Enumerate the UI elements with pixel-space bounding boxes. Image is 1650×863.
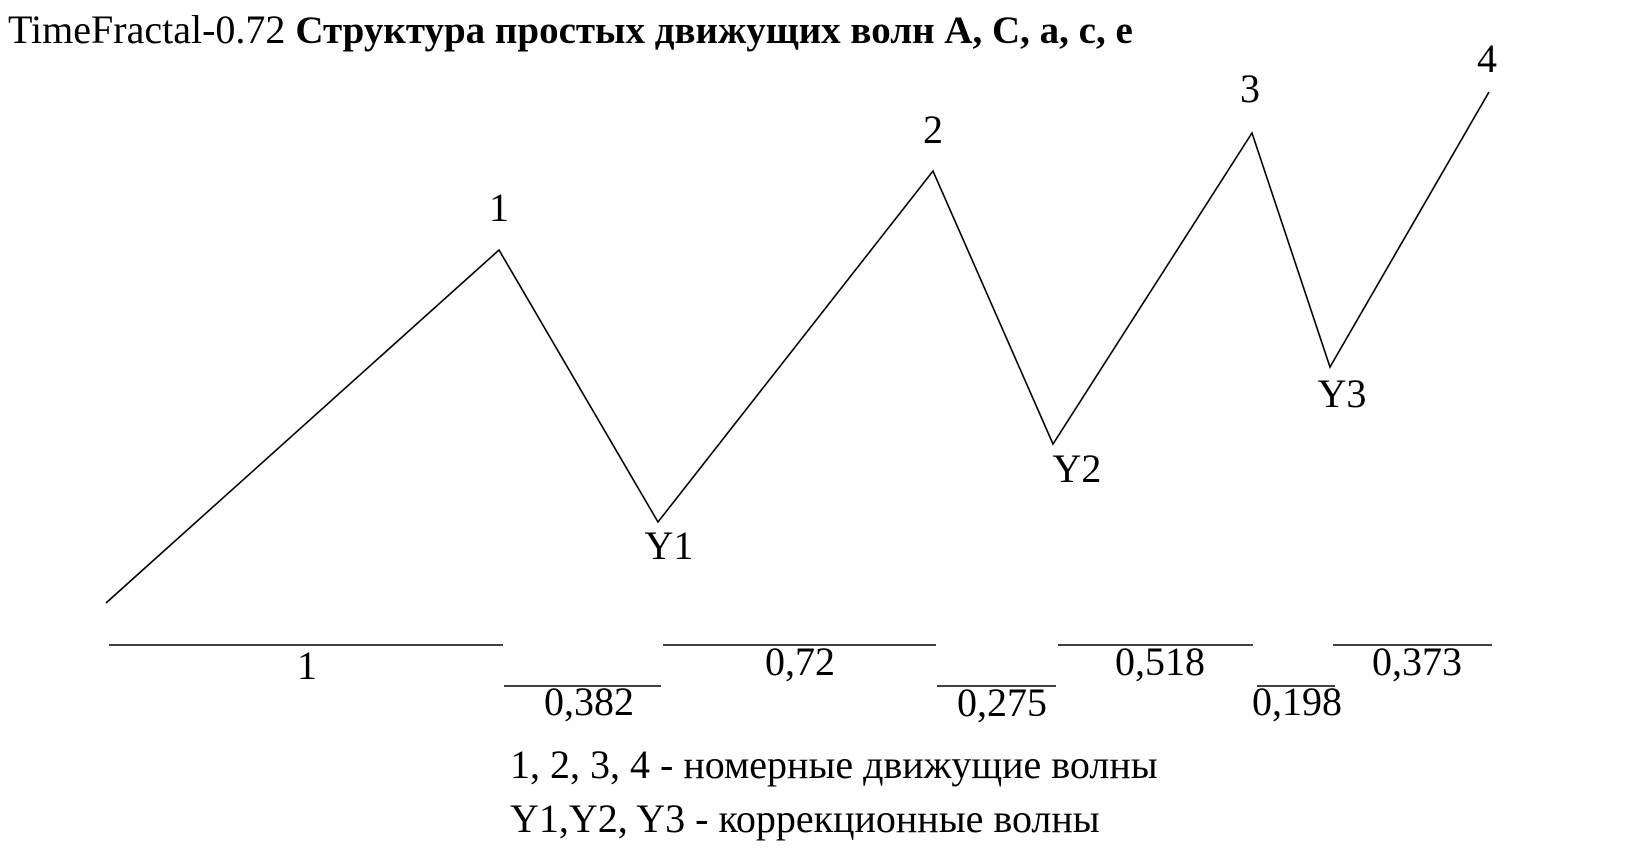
node-label: 2 <box>923 107 943 152</box>
segment-label: 0,518 <box>1115 639 1205 684</box>
node-label: Y1 <box>645 523 694 568</box>
node-label: 1 <box>489 185 509 230</box>
node-label: 3 <box>1240 66 1260 111</box>
legend-line: Y1,Y2, Y3 - коррекционные волны <box>510 796 1100 841</box>
segment-label: 0,72 <box>765 639 835 684</box>
node-label: Y3 <box>1318 371 1367 416</box>
segment-label: 0,275 <box>957 680 1047 725</box>
segment-label: 0,382 <box>544 679 634 724</box>
node-label: Y2 <box>1053 446 1102 491</box>
segment-label: 0,198 <box>1252 679 1342 724</box>
node-label: 4 <box>1477 36 1497 81</box>
title: TimeFractal-0.72 Структура простых движу… <box>8 7 1133 52</box>
title-main: Структура простых движущих волн A, C, a,… <box>295 9 1132 52</box>
legend-line: 1, 2, 3, 4 - номерные движущие волны <box>510 742 1158 787</box>
wave-line <box>105 91 1490 604</box>
title-prefix: TimeFractal-0.72 <box>8 7 285 52</box>
segment-label: 1 <box>297 643 317 688</box>
segment-label: 0,373 <box>1372 639 1462 684</box>
